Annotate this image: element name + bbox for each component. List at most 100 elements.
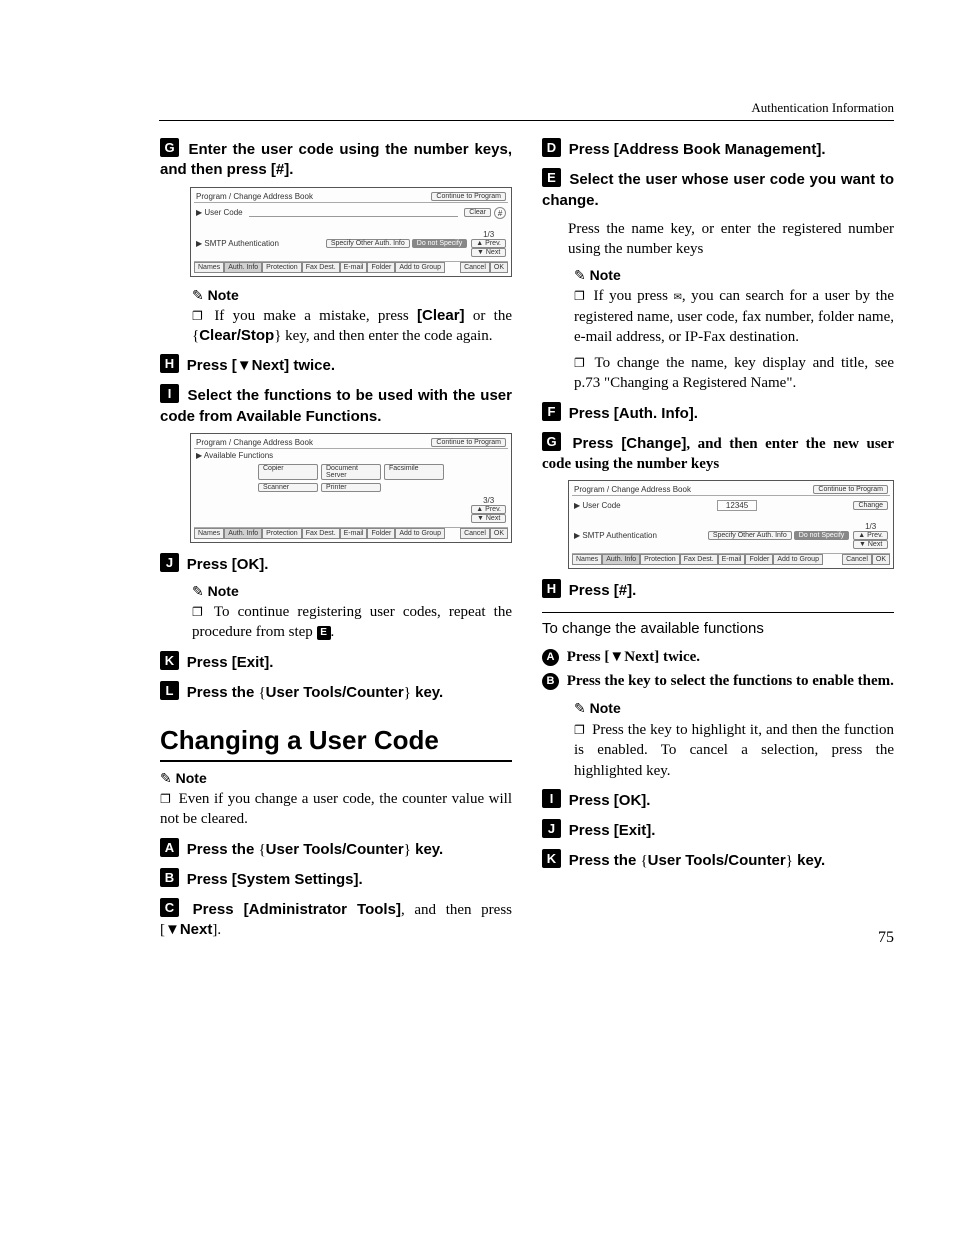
scr2-tab-1: Auth. Info (224, 528, 262, 539)
scr2-continue: Continue to Program (431, 438, 506, 447)
scr1-prev: ▲ Prev. (471, 239, 506, 248)
note-3-body-1: If you press ✉, you can search for a use… (574, 286, 894, 347)
sub-title: To change the available functions (542, 619, 894, 639)
scr2-tab-6: Add to Group (395, 528, 445, 539)
note-1-body: If you make a mistake, press [Clear] or … (192, 306, 512, 347)
cstep-7-number: G (542, 432, 561, 451)
scr1-tab-6: Add to Group (395, 262, 445, 273)
scr1-tab-5: Folder (367, 262, 395, 273)
cstep-2-number: B (160, 868, 179, 887)
step-8-number: H (160, 354, 179, 373)
scr1-donot: Do not Specify (412, 239, 468, 248)
cstep-10: J Press [Exit]. (542, 819, 894, 841)
step-9-text: Select the functions to be used with the… (160, 387, 512, 424)
envelope-icon: ✉ (673, 292, 681, 303)
scr1-smtp-label: ▶ SMTP Authentication (196, 239, 279, 248)
cstep-3-number: C (160, 898, 179, 917)
scr2-next: ▼ Next (471, 514, 506, 523)
scr2-printer: Printer (321, 483, 381, 492)
scr2-tab-0: Names (194, 528, 224, 539)
scr3-donot: Do not Specify (794, 531, 850, 540)
cstep-5-number: E (542, 168, 561, 187)
scr3-tab-5: Folder (745, 554, 773, 565)
scr2-copier: Copier (258, 464, 318, 480)
scr3-prev: ▲ Prev. (853, 531, 888, 540)
scr1-tab-3: Fax Dest. (302, 262, 340, 273)
right-column: 5 D Press [Address Book Management]. E S… (542, 130, 894, 947)
step-10: J Press [OK]. (160, 553, 512, 575)
scr1-cancel: Cancel (460, 262, 490, 273)
step-11-number: K (160, 651, 179, 670)
scr3-usercode-label: ▶ User Code (574, 501, 621, 510)
step-9-number: I (160, 384, 179, 403)
left-column: G Enter the user code using the number k… (160, 130, 512, 947)
cstep-3: C Press [Administrator Tools], and then … (160, 898, 512, 941)
cstep-6: F Press [Auth. Info]. (542, 402, 894, 424)
scr3-cancel: Cancel (842, 554, 872, 565)
scr1-ok: OK (490, 262, 508, 273)
note-3-head: Note (574, 267, 894, 284)
scr3-tab-2: Protection (640, 554, 680, 565)
note-1-head: Note (192, 287, 512, 304)
scr3-continue: Continue to Program (813, 485, 888, 494)
scr2-label: ▶ Available Functions (196, 451, 273, 460)
scr2-cancel: Cancel (460, 528, 490, 539)
scr3-tab-3: Fax Dest. (680, 554, 718, 565)
ui-screenshot-2: Program / Change Address Book Continue t… (190, 433, 512, 543)
scr3-ok: OK (872, 554, 890, 565)
sub-procedure: To change the available functions A Pres… (542, 612, 894, 781)
scr3-page: 1/3 (853, 522, 888, 531)
scr2-prev: ▲ Prev. (471, 505, 506, 514)
scr3-tab-1: Auth. Info (602, 554, 640, 565)
scr2-tab-3: Fax Dest. (302, 528, 340, 539)
step-12: L Press the User Tools/Counter key. (160, 681, 512, 703)
scr3-tab-4: E-mail (718, 554, 746, 565)
cstep-7: G Press [Change], and then enter the new… (542, 432, 894, 475)
scr3-specify: Specify Other Auth. Info (708, 531, 792, 540)
sub-2-number: B (542, 673, 559, 690)
cstep-10-number: J (542, 819, 561, 838)
page-header: Authentication Information (159, 100, 894, 121)
step-9: I Select the functions to be used with t… (160, 384, 512, 427)
scr2-tab-4: E-mail (340, 528, 368, 539)
cstep-6-number: F (542, 402, 561, 421)
ui-screenshot-3: Program / Change Address Book Continue t… (568, 480, 894, 569)
cstep-8: H Press [#]. (542, 579, 894, 601)
scr3-tab-6: Add to Group (773, 554, 823, 565)
scr2-page: 3/3 (471, 496, 506, 505)
step-8: H Press [▼Next] twice. (160, 354, 512, 376)
scr1-tab-0: Names (194, 262, 224, 273)
note-4-head: Note (574, 699, 894, 718)
scr1-tab-2: Protection (262, 262, 302, 273)
note-2-body: To continue registering user codes, repe… (192, 602, 512, 643)
cstep-4: D Press [Address Book Management]. (542, 138, 894, 160)
step-7: G Enter the user code using the number k… (160, 138, 512, 181)
cstep-2: B Press [System Settings]. (160, 868, 512, 890)
note-3-body-2: To change the name, key display and titl… (574, 353, 894, 394)
scr3-change: Change (853, 501, 888, 510)
section-note-body: Even if you change a user code, the coun… (160, 789, 512, 830)
scr2-ok: OK (490, 528, 508, 539)
page-number: 75 (878, 929, 894, 947)
note-4-body: Press the key to highlight it, and then … (574, 720, 894, 781)
sub-1-number: A (542, 649, 559, 666)
scr3-tab-0: Names (572, 554, 602, 565)
scr2-tab-5: Folder (367, 528, 395, 539)
scr2-fax: Facsimile (384, 464, 444, 480)
scr1-continue: Continue to Program (431, 192, 506, 201)
scr2-docserver: Document Server (321, 464, 381, 480)
scr1-page: 1/3 (471, 230, 506, 239)
scr2-scanner: Scanner (258, 483, 318, 492)
scr1-usercode-label: ▶ User Code (196, 208, 243, 217)
scr1-tab-4: E-mail (340, 262, 368, 273)
step-7-number: G (160, 138, 179, 157)
scr1-clear: Clear (464, 208, 491, 217)
scr2-tab-2: Protection (262, 528, 302, 539)
cstep-5-body: Press the name key, or enter the registe… (568, 219, 894, 260)
scr3-next: ▼ Next (853, 540, 888, 549)
scr1-next: ▼ Next (471, 248, 506, 257)
cstep-1-number: A (160, 838, 179, 857)
scr3-title: Program / Change Address Book (574, 485, 691, 494)
scr3-smtp-label: ▶ SMTP Authentication (574, 531, 657, 540)
cstep-5: E Select the user whose user code you wa… (542, 168, 894, 211)
